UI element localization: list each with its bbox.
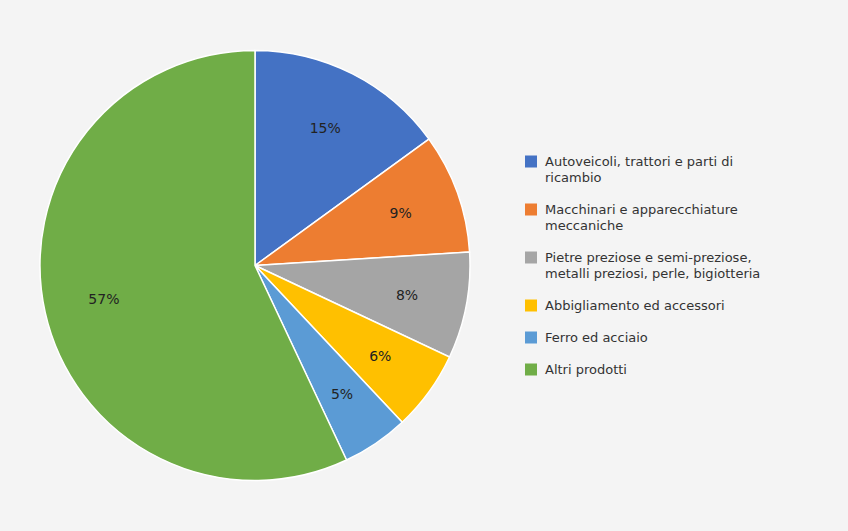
legend-label: Ferro ed acciaio bbox=[545, 330, 648, 345]
data-label: 57% bbox=[88, 291, 119, 307]
chart-container: 15% 9% 8% 6% 5% 57% Autoveicoli, trattori e pa… bbox=[0, 0, 848, 531]
legend-label: Macchinari e apparecchiaturemeccaniche bbox=[545, 202, 738, 233]
data-label: 6% bbox=[369, 348, 391, 364]
legend-label: Autoveicoli, trattori e parti diricambio bbox=[545, 154, 733, 185]
slices bbox=[40, 51, 470, 481]
legend-label: Pietre preziose e semi-preziose,metalli … bbox=[545, 250, 760, 281]
legend-label: Abbigliamento ed accessori bbox=[545, 298, 725, 313]
pie-slice bbox=[40, 51, 347, 481]
data-label: 9% bbox=[390, 205, 412, 221]
legend: Autoveicoli, trattori e parti diricambio… bbox=[525, 154, 760, 377]
background bbox=[0, 0, 848, 531]
legend-swatch bbox=[525, 204, 537, 216]
legend-swatch bbox=[525, 364, 537, 376]
legend-swatch bbox=[525, 156, 537, 168]
data-labels: 15% 9% 8% 6% 5% 57% bbox=[88, 120, 418, 402]
legend-swatch bbox=[525, 252, 537, 264]
chart: 15% 9% 8% 6% 5% 57% Autoveicoli, trattori e pa… bbox=[0, 0, 848, 531]
data-label: 5% bbox=[331, 386, 353, 402]
legend-swatch bbox=[525, 300, 537, 312]
data-label: 15% bbox=[310, 120, 341, 136]
legend-swatch bbox=[525, 332, 537, 344]
legend-label: Altri prodotti bbox=[545, 362, 627, 377]
data-label: 8% bbox=[396, 287, 418, 303]
pie-slice bbox=[255, 139, 470, 265]
